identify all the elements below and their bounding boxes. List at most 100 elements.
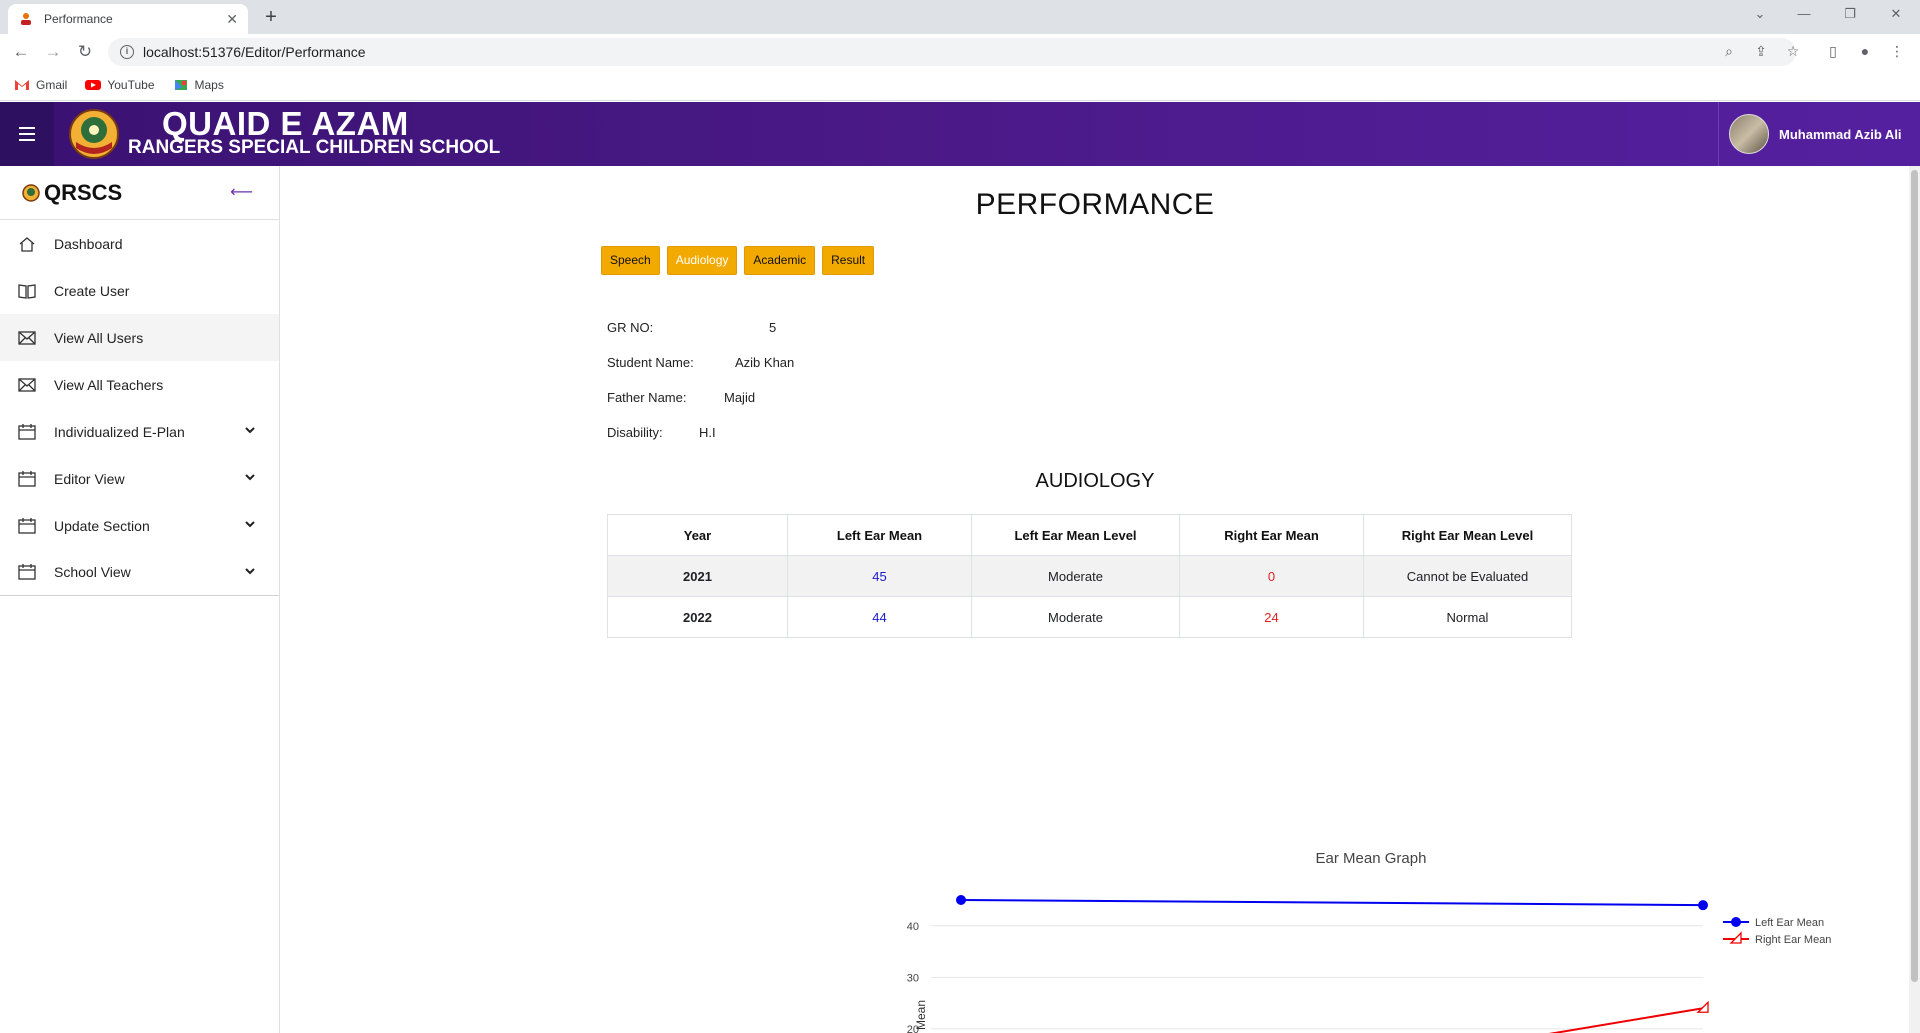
user-name: Muhammad Azib Ali xyxy=(1779,126,1902,142)
school-crest-logo xyxy=(69,109,119,159)
minimize-icon[interactable]: — xyxy=(1797,6,1811,21)
data-point xyxy=(1698,900,1708,911)
site-info-icon[interactable]: i xyxy=(120,45,134,59)
student-name-label: Student Name: xyxy=(607,355,694,370)
table-row: 2021 45 Moderate 0 Cannot be Evaluated xyxy=(607,555,1572,597)
sidebar-item-label: Dashboard xyxy=(54,235,123,252)
calendar-icon xyxy=(18,517,36,534)
main-content: PERFORMANCE Speech Audiology Academic Re… xyxy=(281,166,1909,1033)
tab-favicon-icon xyxy=(21,13,31,25)
bookmarks-bar: Gmail YouTube Maps xyxy=(0,70,1920,101)
student-name-row: Student Name: Azib Khan xyxy=(607,355,794,370)
zoom-icon[interactable]: ⌕ xyxy=(1725,43,1733,59)
col-left-ear-mean: Left Ear Mean xyxy=(787,514,972,556)
chevron-down-icon[interactable] xyxy=(245,566,255,576)
col-right-ear-mean-level: Right Ear Mean Level xyxy=(1363,514,1572,556)
col-left-ear-mean-level: Left Ear Mean Level xyxy=(971,514,1180,556)
close-window-icon[interactable]: ✕ xyxy=(1890,6,1902,21)
y-tick-label: 20 xyxy=(907,1024,919,1033)
cell-left-ear-mean-level: Moderate xyxy=(971,596,1180,638)
father-name-value: Majid xyxy=(724,390,756,405)
app-header: QUAID E AZAM RANGERS SPECIAL CHILDREN SC… xyxy=(0,102,1920,166)
youtube-icon xyxy=(85,80,102,90)
user-profile[interactable]: Muhammad Azib Ali xyxy=(1718,102,1912,166)
father-name-label: Father Name: xyxy=(607,390,687,405)
mail-icon xyxy=(18,330,36,345)
gr-no-row: GR NO: 5 xyxy=(607,320,776,335)
gr-no-value: 5 xyxy=(769,320,777,335)
sidebar-item-label: Individualized E-Plan xyxy=(54,423,185,440)
brand-logo-icon xyxy=(22,183,40,202)
student-name-value: Azib Khan xyxy=(735,355,795,370)
address-bar[interactable]: i localhost:51376/Editor/Performance xyxy=(108,38,1796,66)
page-scrollbar[interactable] xyxy=(1909,166,1920,1033)
sidebar-item-individualized-e-plan[interactable]: Individualized E-Plan xyxy=(0,408,279,455)
cell-left-ear-mean: 45 xyxy=(787,555,972,597)
new-tab-icon[interactable]: + xyxy=(265,6,277,28)
browser-toolbar: ← → ↻ i localhost:51376/Editor/Performan… xyxy=(0,34,1920,70)
legend-label: Right Ear Mean xyxy=(1755,934,1831,946)
share-icon[interactable]: ⇪ xyxy=(1755,43,1767,59)
back-icon[interactable]: ← xyxy=(12,42,30,61)
sidebar-item-school-view[interactable]: School View xyxy=(0,549,279,596)
brand-text: QRSCS xyxy=(44,179,123,205)
sidebar-item-create-user[interactable]: Create User xyxy=(0,267,279,314)
sidebar-item-view-all-users[interactable]: View All Users xyxy=(0,314,279,361)
menu-dots-icon[interactable]: ⋮ xyxy=(1890,43,1904,59)
sidebar-brand: QRSCS ⟵ xyxy=(0,166,279,220)
chevron-down-icon[interactable] xyxy=(245,519,255,529)
sidebar-item-view-all-teachers[interactable]: View All Teachers xyxy=(0,361,279,408)
tab-academic[interactable]: Academic xyxy=(744,246,816,275)
audiology-title: AUDIOLOGY xyxy=(1035,470,1155,492)
sidebar-item-label: Create User xyxy=(54,282,130,299)
calendar-icon xyxy=(18,423,36,440)
bookmark-gmail[interactable]: Gmail xyxy=(14,78,67,92)
sidebar-item-label: View All Teachers xyxy=(54,376,164,393)
browser-tab[interactable]: Performance ✕ xyxy=(8,4,248,34)
scrollbar-thumb[interactable] xyxy=(1911,170,1918,982)
bookmark-star-icon[interactable]: ☆ xyxy=(1786,43,1800,59)
y-tick-label: 40 xyxy=(907,921,919,933)
chevron-down-icon[interactable] xyxy=(245,425,255,435)
tab-search-icon[interactable]: ⌄ xyxy=(1754,6,1766,21)
tab-close-icon[interactable]: ✕ xyxy=(226,10,238,27)
data-point xyxy=(956,895,966,905)
side-panel-icon[interactable]: ▯ xyxy=(1829,43,1837,59)
tab-result[interactable]: Result xyxy=(822,246,875,275)
maps-icon xyxy=(174,80,187,90)
profile-icon[interactable]: ● xyxy=(1860,43,1870,59)
page-title: PERFORMANCE xyxy=(975,188,1215,221)
cell-right-ear-mean-level: Cannot be Evaluated xyxy=(1363,555,1572,597)
sidebar-item-dashboard[interactable]: Dashboard xyxy=(0,220,279,267)
sidebar-menu: Dashboard Create User View All Users Vie… xyxy=(0,220,279,596)
legend-marker xyxy=(1729,931,1742,944)
hamburger-menu-icon[interactable] xyxy=(0,102,54,166)
sidebar-item-editor-view[interactable]: Editor View xyxy=(0,455,279,502)
chevron-down-icon[interactable] xyxy=(245,472,255,482)
restore-icon[interactable]: ❐ xyxy=(1844,6,1856,21)
cell-right-ear-mean: 24 xyxy=(1179,596,1364,638)
disability-label: Disability: xyxy=(607,425,663,440)
bookmark-maps[interactable]: Maps xyxy=(173,78,224,92)
gmail-icon xyxy=(15,80,29,90)
bookmark-label: YouTube xyxy=(107,78,155,92)
book-icon xyxy=(18,283,36,299)
series-line xyxy=(960,899,1704,907)
collapse-sidebar-icon[interactable]: ⟵ xyxy=(230,184,253,201)
tab-speech[interactable]: Speech xyxy=(601,246,660,275)
home-icon xyxy=(19,236,35,252)
ear-mean-chart: Ear Mean Graph 01020304020212,021.22,021… xyxy=(907,850,1831,1033)
cell-year: 2022 xyxy=(607,596,788,638)
cell-right-ear-mean: 0 xyxy=(1179,555,1364,597)
bookmark-label: Maps xyxy=(194,78,224,92)
sidebar-item-update-section[interactable]: Update Section xyxy=(0,502,279,549)
y-axis-label: Ear Mean xyxy=(914,1000,928,1033)
legend-label: Left Ear Mean xyxy=(1755,917,1824,929)
forward-icon[interactable]: → xyxy=(44,42,62,61)
bookmark-youtube[interactable]: YouTube xyxy=(85,78,155,92)
sidebar: QRSCS ⟵ Dashboard Create User View All U… xyxy=(0,166,280,1033)
tab-audiology[interactable]: Audiology xyxy=(666,246,738,275)
reload-icon[interactable]: ↻ xyxy=(77,42,93,61)
avatar[interactable] xyxy=(1729,114,1769,154)
data-point xyxy=(1696,1000,1709,1013)
